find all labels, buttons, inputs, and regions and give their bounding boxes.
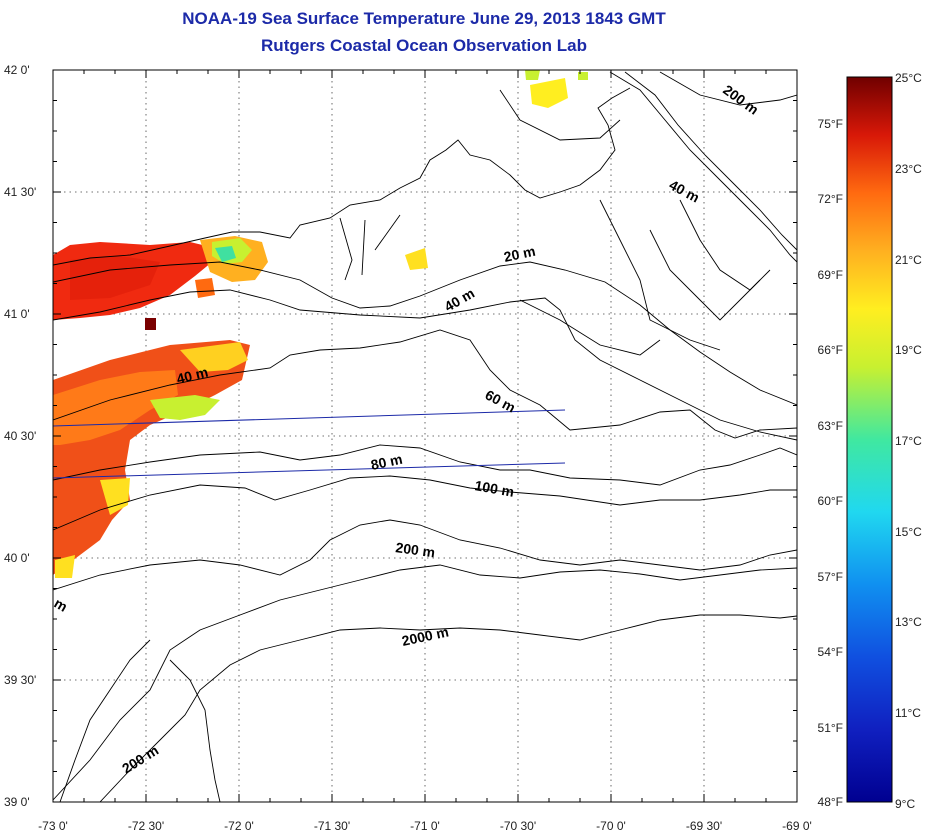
fahrenheit-label: 63°F [818, 419, 843, 433]
contour-label-partial: m [52, 595, 71, 615]
fahrenheit-label: 48°F [818, 795, 843, 809]
contour-label-40m-a: 40 m [175, 364, 210, 387]
fahrenheit-label: 51°F [818, 721, 843, 735]
celsius-label: 19°C [895, 343, 922, 357]
contour-label-100m: 100 m [473, 477, 515, 500]
celsius-label: 25°C [895, 71, 922, 85]
gridlines [53, 70, 797, 802]
x-tick-label: -69 30' [686, 819, 722, 833]
y-tick-labels: 42 0' 41 30' 41 0' 40 30' 40 0' 39 30' 3… [4, 63, 36, 809]
contour-label-20m: 20 m [502, 243, 537, 265]
y-tick-label: 39 30' [4, 673, 36, 687]
x-tick-label: -72 30' [128, 819, 164, 833]
x-tick-labels: -73 0' -72 30' -72 0' -71 30' -71 0' -70… [38, 819, 812, 833]
x-tick-label: -70 30' [500, 819, 536, 833]
sst-data [53, 70, 588, 578]
contour-label-60m: 60 m [483, 387, 519, 416]
contour-label-2000m: 2000 m [400, 623, 450, 649]
contour-label-200m-a: 200 m [395, 539, 437, 560]
fahrenheit-label: 54°F [818, 645, 843, 659]
y-tick-label: 41 30' [4, 185, 36, 199]
contour-label-40m-b: 40 m [442, 285, 478, 315]
contour-label-40m-c: 40 m [667, 177, 703, 206]
map-title: NOAA-19 Sea Surface Temperature June 29,… [182, 9, 666, 28]
celsius-label: 17°C [895, 434, 922, 448]
y-tick-label: 39 0' [4, 795, 30, 809]
y-tick-label: 42 0' [4, 63, 30, 77]
celsius-label: 11°C [895, 706, 921, 720]
contour-labels: 20 m 40 m 40 m 40 m 60 m 80 m 100 m 200 … [52, 81, 762, 776]
map-subtitle: Rutgers Coastal Ocean Observation Lab [261, 36, 587, 55]
contour-label-80m: 80 m [369, 451, 404, 473]
contours [53, 71, 797, 802]
x-tick-label: -70 0' [596, 819, 626, 833]
colorbar-celsius-labels: 25°C 23°C 21°C 19°C 17°C 15°C 13°C 11°C … [895, 71, 922, 811]
fahrenheit-label: 75°F [818, 117, 843, 131]
celsius-label: 23°C [895, 162, 922, 176]
fahrenheit-label: 57°F [818, 570, 843, 584]
celsius-label: 15°C [895, 525, 922, 539]
colorbar [846, 76, 893, 803]
fahrenheit-label: 72°F [818, 192, 843, 206]
y-tick-label: 40 30' [4, 429, 36, 443]
x-tick-label: -72 0' [224, 819, 254, 833]
x-tick-label: -73 0' [38, 819, 68, 833]
colorbar-fahrenheit-labels: 75°F 72°F 69°F 66°F 63°F 60°F 57°F 54°F … [818, 117, 843, 809]
transect-lines [53, 409, 566, 479]
contour-label-200m-c: 200 m [720, 81, 762, 117]
celsius-label: 13°C [895, 615, 922, 629]
y-tick-label: 41 0' [4, 307, 30, 321]
fahrenheit-label: 69°F [818, 268, 843, 282]
x-tick-label: -69 0' [782, 819, 812, 833]
tick-marks [52, 69, 798, 803]
celsius-label: 21°C [895, 253, 922, 267]
fahrenheit-label: 66°F [818, 343, 843, 357]
fahrenheit-label: 60°F [818, 494, 843, 508]
contour-label-200m-b: 200 m [119, 742, 161, 777]
x-tick-label: -71 30' [314, 819, 350, 833]
y-tick-label: 40 0' [4, 551, 30, 565]
celsius-label: 9°C [895, 797, 915, 811]
x-tick-label: -71 0' [410, 819, 440, 833]
